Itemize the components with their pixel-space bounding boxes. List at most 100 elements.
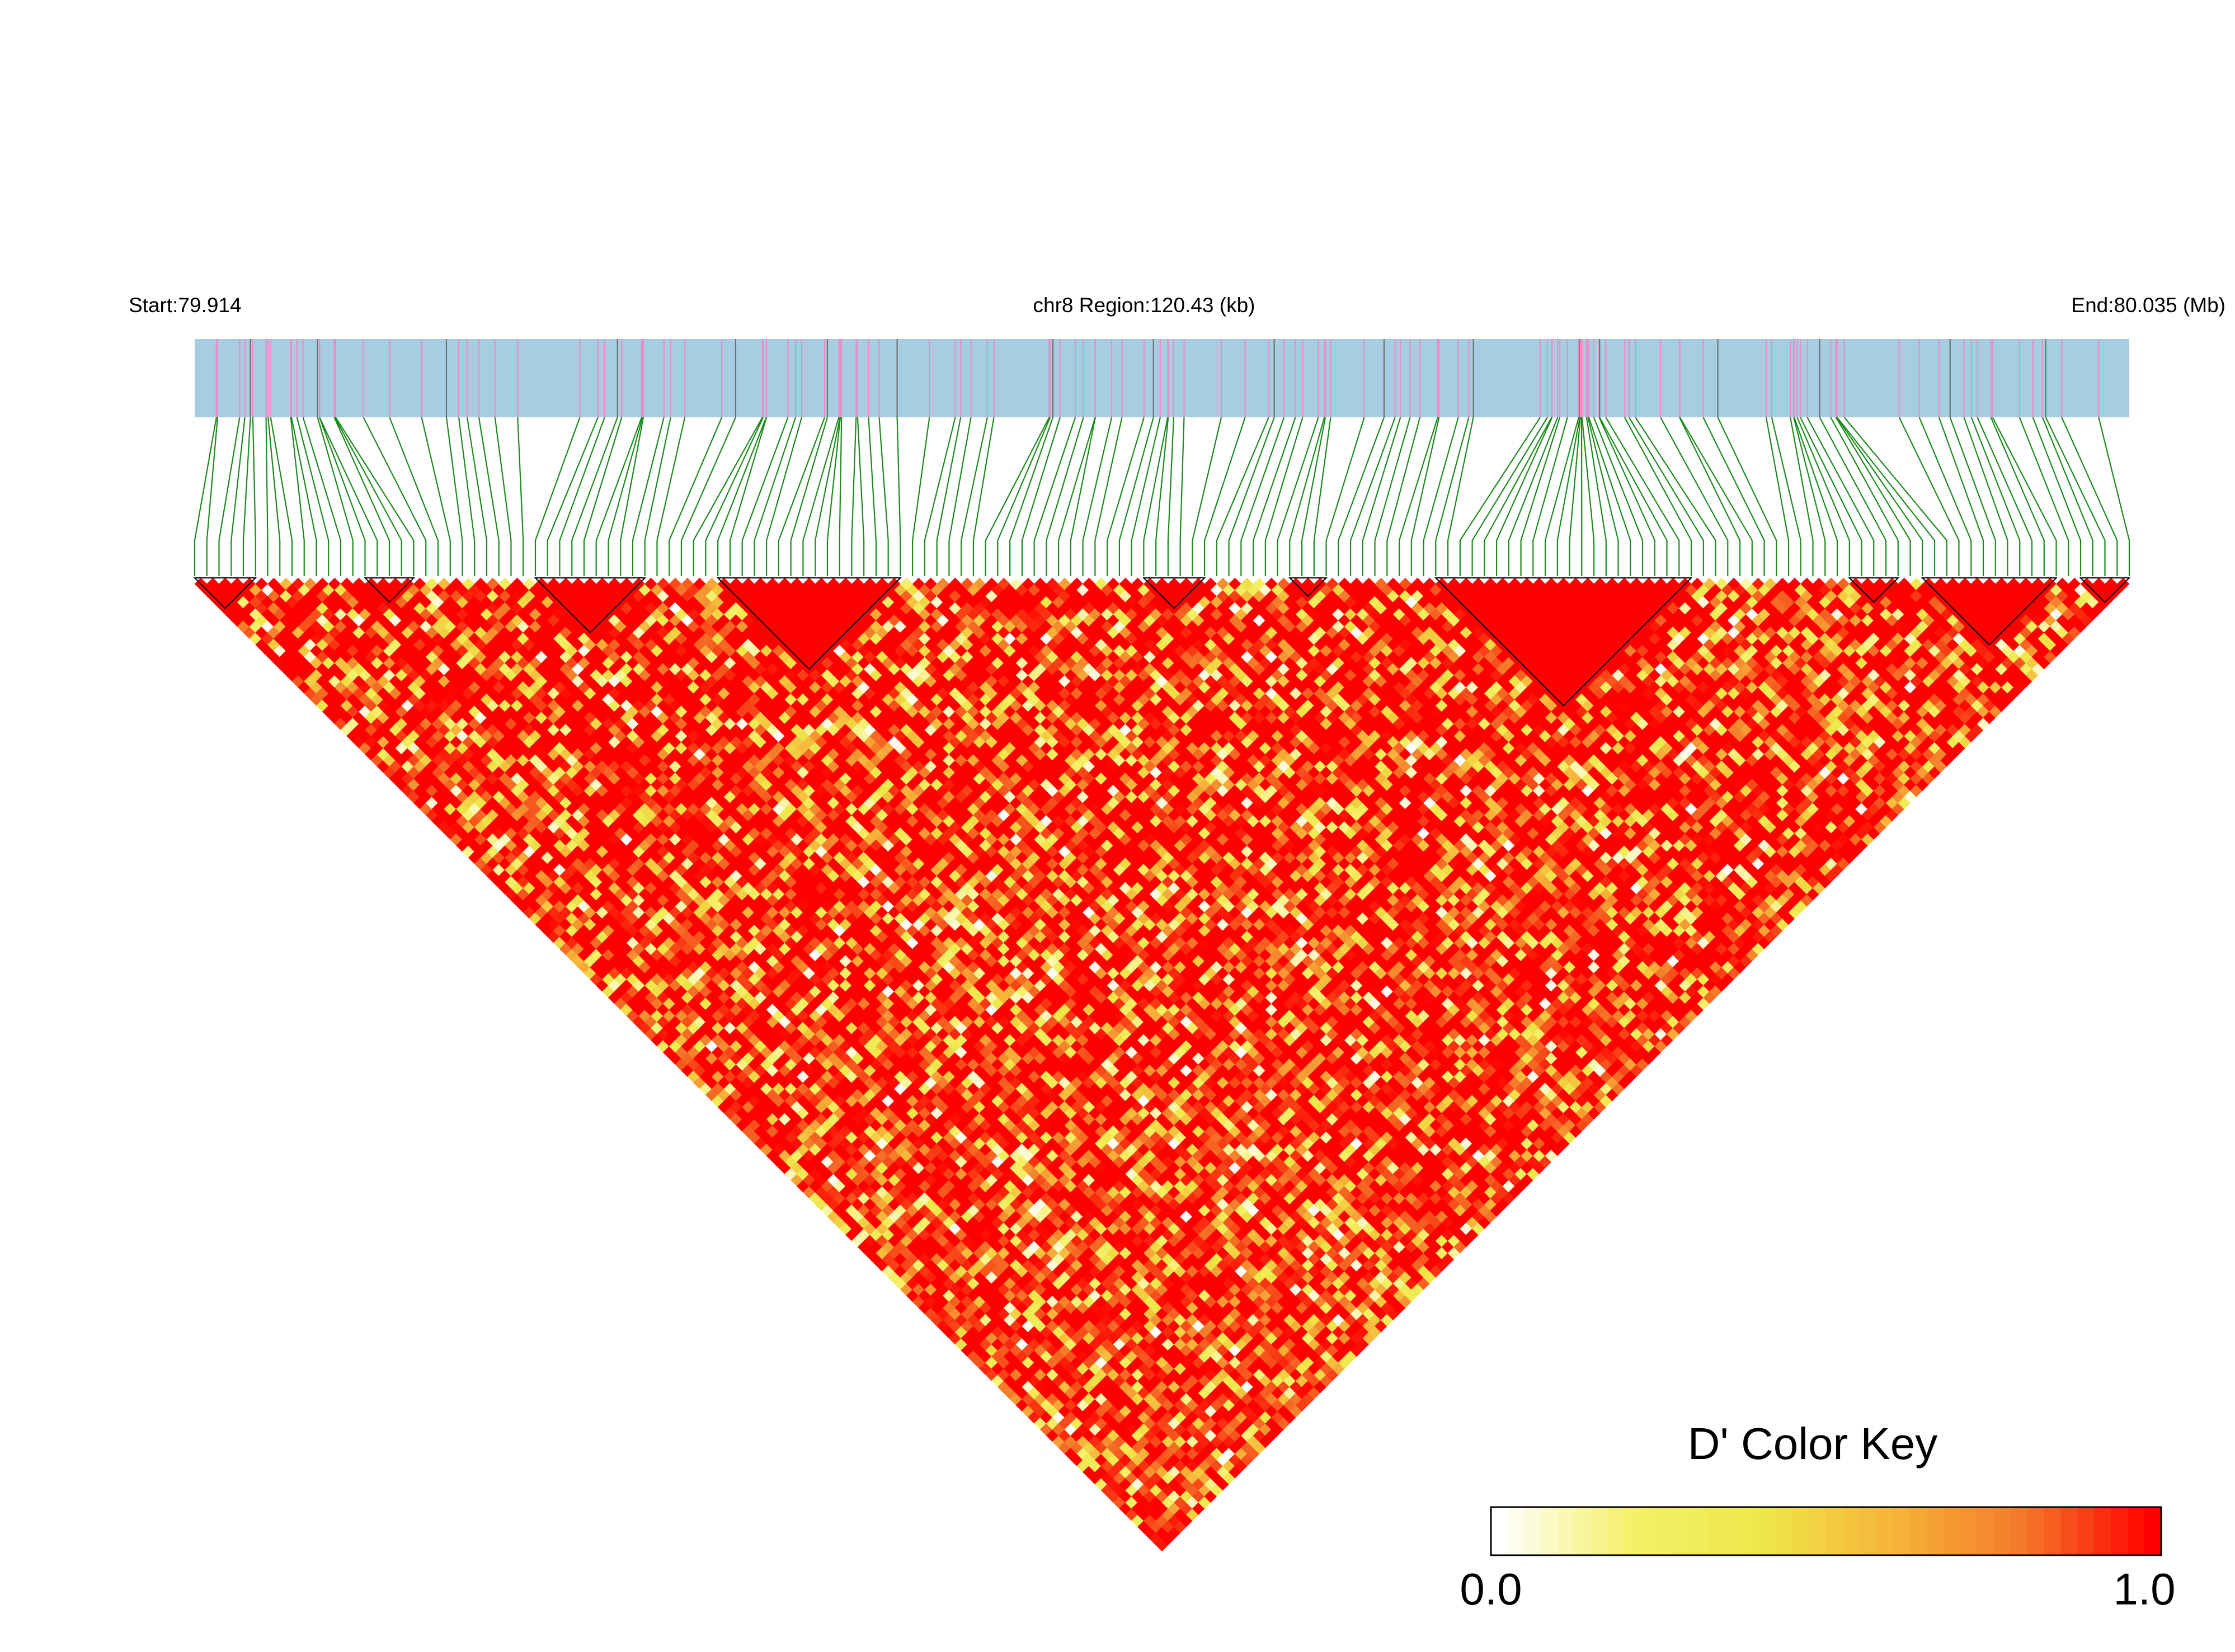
snp-connector <box>1635 417 1716 576</box>
snp-connector <box>1204 417 1246 576</box>
snp-connector <box>669 417 723 576</box>
snp-connector <box>1599 417 1668 576</box>
snp-connector <box>334 417 402 576</box>
snp-connector <box>559 417 605 576</box>
snp-connector <box>1131 417 1161 576</box>
snp-connector <box>766 417 803 576</box>
snp-connector <box>1313 417 1331 576</box>
snp-connector <box>1374 417 1411 576</box>
snp-connector <box>1605 417 1680 576</box>
snp-connector <box>317 417 354 576</box>
snp-connector <box>595 417 643 576</box>
snp-connector <box>896 417 901 576</box>
snp-connector <box>815 417 841 576</box>
snp-connector <box>363 417 427 576</box>
snp-connector <box>1949 417 1996 576</box>
snp-connector <box>1386 417 1421 576</box>
snp-connector <box>1484 417 1552 576</box>
snp-connector-lines <box>194 417 2130 576</box>
snp-connector <box>868 417 877 576</box>
region-end-label: End:80.035 (Mb) <box>2071 294 2225 317</box>
snp-connector <box>729 417 768 576</box>
snp-connector <box>583 417 623 576</box>
snp-connector <box>1796 417 1850 576</box>
snp-connector <box>1058 417 1096 576</box>
snp-connector <box>851 417 857 576</box>
snp-connector <box>656 417 686 576</box>
snp-connector <box>319 417 366 576</box>
snp-connector <box>445 417 463 576</box>
snp-connector <box>2061 417 2118 576</box>
snp-connector <box>1423 417 1459 576</box>
snp-connector <box>1240 417 1285 576</box>
snp-connector <box>1771 417 1801 576</box>
snp-connector <box>1216 417 1269 576</box>
snp-connector <box>778 417 826 576</box>
snp-connector <box>754 417 797 576</box>
snp-connector <box>333 417 390 576</box>
snp-connector <box>319 417 378 576</box>
snp-connector <box>1963 417 2008 576</box>
snp-connector <box>1793 417 1826 576</box>
gene-track <box>195 339 2129 417</box>
snp-connector <box>1301 417 1326 576</box>
snp-connector <box>1459 417 1541 576</box>
snp-connector <box>1581 417 1595 576</box>
snp-connector <box>1508 417 1559 576</box>
snp-connector <box>421 417 451 576</box>
snp-connector <box>218 417 241 576</box>
snp-connector <box>1192 417 1222 576</box>
snp-connector <box>1107 417 1145 576</box>
snp-connector <box>1628 417 1704 576</box>
snp-connector <box>302 417 342 576</box>
snp-connector <box>270 417 293 576</box>
snp-connector <box>1585 417 1607 576</box>
snp-connector <box>1325 417 1365 576</box>
snp-connector <box>1410 417 1440 576</box>
snp-connector <box>1228 417 1275 576</box>
snp-connector <box>494 417 512 576</box>
snp-connector <box>1702 417 1765 576</box>
snp-connector <box>1143 417 1169 576</box>
snp-connector <box>1587 417 1619 576</box>
snp-connector <box>1435 417 1470 576</box>
snp-connector <box>839 417 843 576</box>
snp-connector <box>290 417 305 576</box>
snp-connector <box>242 417 251 576</box>
snp-connector <box>1155 417 1169 576</box>
snp-connector <box>1118 417 1154 576</box>
snp-connector <box>1338 417 1385 576</box>
snp-connector <box>1447 417 1474 576</box>
snp-connector <box>1253 417 1296 576</box>
snp-connector <box>290 417 317 576</box>
snp-connector <box>1992 417 2057 576</box>
snp-connector <box>1471 417 1548 576</box>
snp-connector <box>1556 417 1580 576</box>
snp-connector <box>571 417 618 576</box>
ld-heatmap <box>194 577 2130 1552</box>
snp-connector <box>1843 417 1947 576</box>
snp-connector <box>194 417 217 576</box>
snp-connector <box>1990 417 2045 576</box>
snp-connector <box>1532 417 1568 576</box>
snp-connector <box>1264 417 1304 576</box>
snp-connector <box>1033 417 1076 576</box>
snp-connector <box>1544 417 1579 576</box>
snp-ticks <box>215 339 2100 417</box>
snp-connector <box>458 417 476 576</box>
snp-connector <box>2098 417 2130 576</box>
snp-connector <box>1660 417 1729 576</box>
snp-connector <box>948 417 972 576</box>
snp-connector <box>1167 417 1175 576</box>
snp-connector <box>1598 417 1655 576</box>
snp-connector <box>1898 417 1960 576</box>
snp-connector <box>466 417 488 576</box>
snp-connector <box>997 417 1051 576</box>
snp-connector <box>1806 417 1875 576</box>
snp-connector <box>478 417 500 576</box>
region-start-label: Start:79.914 <box>129 294 242 317</box>
snp-connector <box>620 417 644 576</box>
snp-connector <box>1679 417 1741 576</box>
snp-connector <box>2032 417 2082 576</box>
